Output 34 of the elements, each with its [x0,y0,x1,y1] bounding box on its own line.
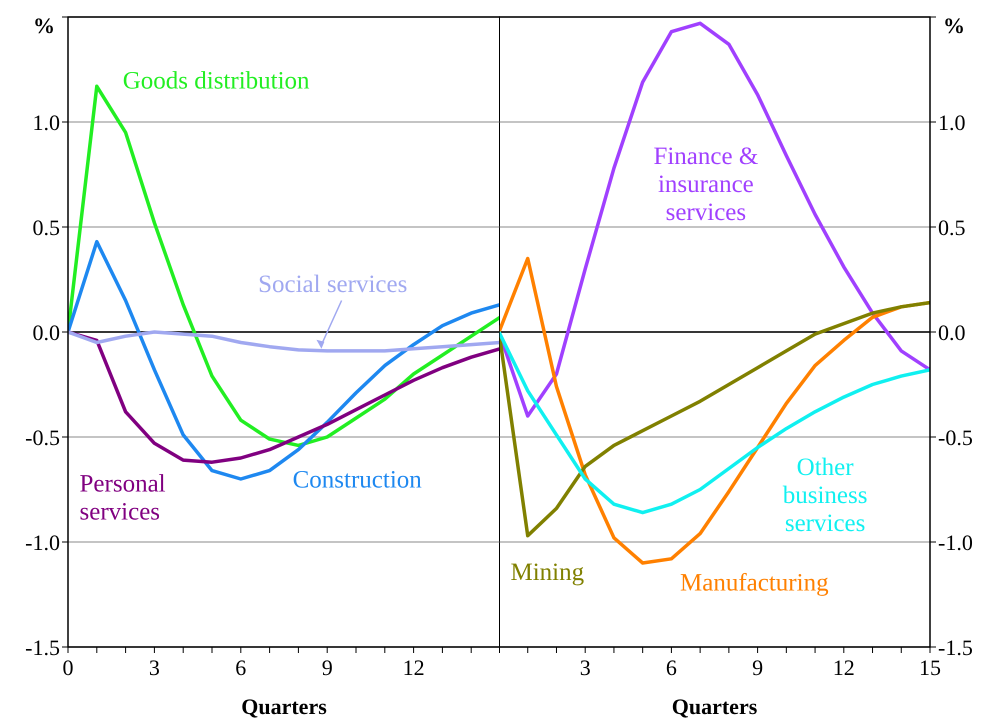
series-label: Personal services [80,470,166,526]
y-tick-label: 0.5 [938,214,966,240]
y-tick-label: -1.5 [938,634,973,660]
x-tick-label: 3 [580,655,591,680]
series-label: Mining [510,558,585,586]
y-tick-label: -1.0 [25,530,60,555]
x-axis-title: Quarters [241,694,328,719]
y-tick-label: 0.0 [32,320,60,345]
y-tick-label: 0.5 [32,214,60,240]
y-tick-label: -1.5 [25,634,60,660]
series-label: Goods distribution [122,67,310,94]
x-tick-label: 6 [235,655,246,680]
series-label: Construction [292,466,422,494]
y-tick-label: -0.5 [25,424,60,450]
y-axis-title: % [33,13,55,38]
series-label: Social services [258,271,408,298]
series-label: Finance & insurance services [653,143,758,226]
y-tick-label: 0.0 [938,320,966,345]
y-axis-title: % [943,13,965,38]
y-tick-label: 1.0 [938,110,966,135]
x-axis-title: Quarters [672,694,758,719]
y-tick-label: -1.0 [938,530,973,555]
x-tick-label: 15 [919,655,941,680]
x-tick-label: 6 [666,655,677,680]
series-label: Manufacturing [680,569,830,596]
y-tick-label: -0.5 [938,424,973,450]
x-tick-label: 9 [752,655,764,680]
x-tick-label: 9 [322,655,333,680]
x-tick-label: 0 [62,655,74,680]
x-tick-label: 12 [832,655,855,680]
series-label: Other business services [782,454,868,537]
y-tick-label: 1.0 [32,110,60,135]
x-tick-label: 3 [148,655,160,680]
x-tick-label: 12 [402,655,425,680]
